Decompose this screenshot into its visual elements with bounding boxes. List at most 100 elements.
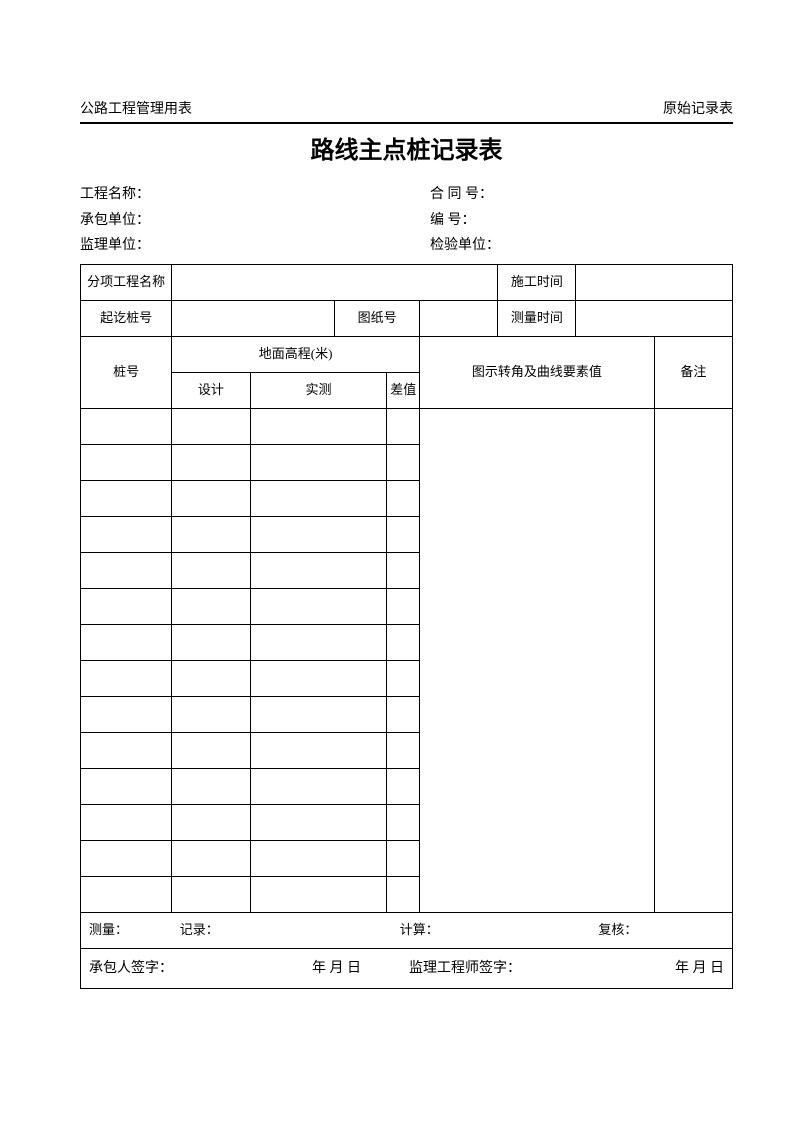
diff-cell <box>387 804 420 840</box>
table-row <box>81 408 733 444</box>
measured-cell <box>250 444 387 480</box>
stake-cell <box>81 732 172 768</box>
diff-cell <box>387 876 420 912</box>
diagram-angle-header: 图示转角及曲线要素值 <box>420 336 655 408</box>
header-row-3: 桩号 地面高程(米) 图示转角及曲线要素值 备注 <box>81 336 733 372</box>
measured-cell <box>250 552 387 588</box>
drawing-no-value <box>420 300 498 336</box>
diff-cell <box>387 588 420 624</box>
measured-header: 实测 <box>250 372 387 408</box>
contractor-sign-label: 承包人签字： <box>81 959 231 979</box>
stake-cell <box>81 588 172 624</box>
stake-cell <box>81 444 172 480</box>
measured-cell <box>250 768 387 804</box>
measured-cell <box>250 408 387 444</box>
date1-label: 年 月 日 <box>231 959 361 979</box>
design-cell <box>172 408 250 444</box>
design-cell <box>172 660 250 696</box>
remarks-cell <box>654 408 732 912</box>
diff-cell <box>387 552 420 588</box>
difference-header: 差值 <box>387 372 420 408</box>
design-cell <box>172 444 250 480</box>
contract-no-label: 合 同 号： <box>430 187 493 202</box>
diff-cell <box>387 624 420 660</box>
record-table: 分项工程名称 施工时间 起讫桩号 图纸号 测量时间 桩号 地面高程(米) 图示转… <box>80 264 733 949</box>
stake-cell <box>81 876 172 912</box>
measured-cell <box>250 624 387 660</box>
supervisor-sign-label: 监理工程师签字： <box>401 959 561 979</box>
diff-cell <box>387 840 420 876</box>
design-header: 设计 <box>172 372 250 408</box>
measured-cell <box>250 516 387 552</box>
stake-cell <box>81 696 172 732</box>
meta-row-3: 监理单位： 检验单位： <box>80 236 733 256</box>
design-cell <box>172 732 250 768</box>
subitem-name-value <box>172 264 498 300</box>
subitem-name-header: 分项工程名称 <box>81 264 172 300</box>
diff-cell <box>387 408 420 444</box>
serial-no-label: 编 号： <box>430 213 476 228</box>
supervisor-label: 监理单位： <box>80 238 150 253</box>
design-cell <box>172 768 250 804</box>
measured-cell <box>250 840 387 876</box>
measure-time-header: 测量时间 <box>498 300 576 336</box>
diff-cell <box>387 768 420 804</box>
diagram-cell <box>420 408 655 912</box>
diff-cell <box>387 516 420 552</box>
start-end-stake-header: 起讫桩号 <box>81 300 172 336</box>
stake-cell <box>81 516 172 552</box>
stake-cell <box>81 768 172 804</box>
stake-cell <box>81 552 172 588</box>
measured-cell <box>250 696 387 732</box>
measured-cell <box>250 732 387 768</box>
header-row-1: 分项工程名称 施工时间 <box>81 264 733 300</box>
stake-no-header: 桩号 <box>81 336 172 408</box>
diff-cell <box>387 732 420 768</box>
start-end-stake-value <box>172 300 335 336</box>
stake-cell <box>81 840 172 876</box>
stake-cell <box>81 660 172 696</box>
date2-label: 年 月 日 <box>561 959 732 979</box>
header-left: 公路工程管理用表 <box>80 100 192 120</box>
measured-cell <box>250 804 387 840</box>
design-cell <box>172 696 250 732</box>
review-label: 复核： <box>498 912 733 948</box>
design-cell <box>172 480 250 516</box>
footer-row: 测量： 记录： 计算： 复核： <box>81 912 733 948</box>
record-label: 记录： <box>172 912 335 948</box>
inspection-unit-label: 检验单位： <box>430 238 500 253</box>
design-cell <box>172 552 250 588</box>
construction-time-header: 施工时间 <box>498 264 576 300</box>
measure-time-value <box>576 300 733 336</box>
stake-cell <box>81 480 172 516</box>
construction-time-value <box>576 264 733 300</box>
stake-cell <box>81 408 172 444</box>
design-cell <box>172 876 250 912</box>
meta-row-2: 承包单位： 编 号： <box>80 211 733 231</box>
ground-elevation-header: 地面高程(米) <box>172 336 420 372</box>
calculate-label: 计算： <box>335 912 498 948</box>
project-name-label: 工程名称： <box>80 187 150 202</box>
header-row-2: 起讫桩号 图纸号 测量时间 <box>81 300 733 336</box>
signature-row: 承包人签字： 年 月 日 监理工程师签字： 年 月 日 <box>80 949 733 989</box>
contractor-label: 承包单位： <box>80 213 150 228</box>
drawing-no-header: 图纸号 <box>335 300 420 336</box>
design-cell <box>172 588 250 624</box>
diff-cell <box>387 660 420 696</box>
top-header: 公路工程管理用表 原始记录表 <box>80 100 733 124</box>
header-right: 原始记录表 <box>663 100 733 120</box>
diff-cell <box>387 696 420 732</box>
design-cell <box>172 516 250 552</box>
remarks-header: 备注 <box>654 336 732 408</box>
design-cell <box>172 624 250 660</box>
diff-cell <box>387 480 420 516</box>
stake-cell <box>81 624 172 660</box>
design-cell <box>172 804 250 840</box>
page-title: 路线主点桩记录表 <box>80 134 733 168</box>
measured-cell <box>250 480 387 516</box>
stake-cell <box>81 804 172 840</box>
measured-cell <box>250 876 387 912</box>
measured-cell <box>250 588 387 624</box>
diff-cell <box>387 444 420 480</box>
meta-row-1: 工程名称： 合 同 号： <box>80 185 733 205</box>
